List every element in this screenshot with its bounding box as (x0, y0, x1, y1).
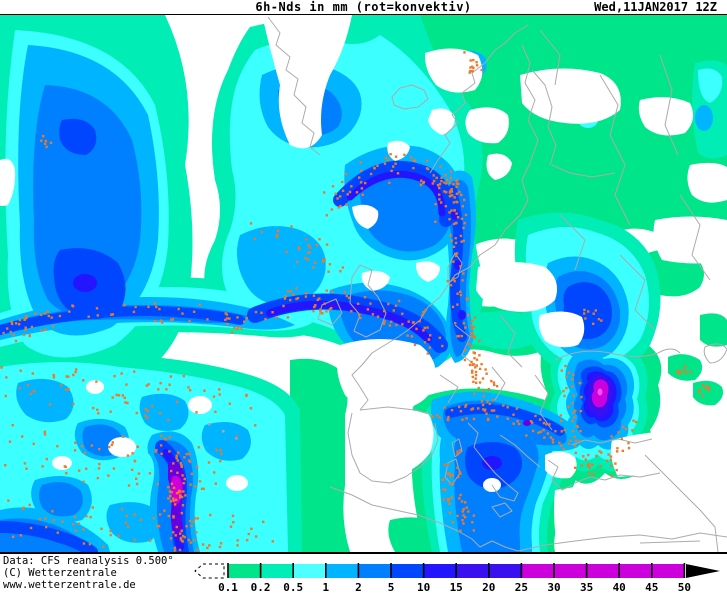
credits-data-source: Data: CFS reanalysis 0.500° (3, 555, 174, 567)
svg-text:30: 30 (547, 581, 560, 593)
map-bottom-border (0, 552, 727, 554)
footer: Data: CFS reanalysis 0.500° (C) Wetterze… (0, 554, 727, 593)
credits-copyright: (C) Wetterzentrale (3, 567, 117, 579)
dry-areas (0, 15, 727, 552)
svg-text:1: 1 (322, 581, 329, 593)
svg-text:0.2: 0.2 (251, 581, 271, 593)
svg-text:10: 10 (417, 581, 430, 593)
map-title: 6h-Nds in mm (rot=konvektiv) (255, 0, 472, 14)
convective-dots (0, 51, 711, 552)
precipitation-map-svg (0, 15, 727, 559)
svg-text:25: 25 (515, 581, 528, 593)
credits-website: www.wetterzentrale.de (3, 579, 136, 591)
svg-text:2: 2 (355, 581, 362, 593)
svg-text:50: 50 (678, 581, 691, 593)
svg-text:40: 40 (613, 581, 626, 593)
svg-text:5: 5 (388, 581, 395, 593)
svg-text:20: 20 (482, 581, 495, 593)
svg-text:0.1: 0.1 (218, 581, 238, 593)
legend-color-bar (227, 563, 686, 578)
legend-overflow-arrow (686, 564, 720, 578)
svg-text:0.5: 0.5 (283, 581, 303, 593)
precipitation-map (0, 15, 727, 559)
map-header: 6h-Nds in mm (rot=konvektiv) Wed,11JAN20… (0, 0, 727, 15)
legend-tick-labels: 0.1 0.2 0.5 1 2 5 10 15 20 25 30 35 40 45 50 (218, 581, 691, 593)
credits: Data: CFS reanalysis 0.500° (C) Wetterze… (3, 555, 174, 591)
legend: 0.1 0.2 0.5 1 2 5 10 15 20 25 30 35 40 45 50 (194, 563, 720, 593)
map-timestamp: Wed,11JAN2017 12Z (594, 0, 717, 14)
svg-text:35: 35 (580, 581, 593, 593)
svg-text:45: 45 (645, 581, 658, 593)
svg-text:15: 15 (450, 581, 463, 593)
legend-underflow-arrow (194, 563, 225, 579)
